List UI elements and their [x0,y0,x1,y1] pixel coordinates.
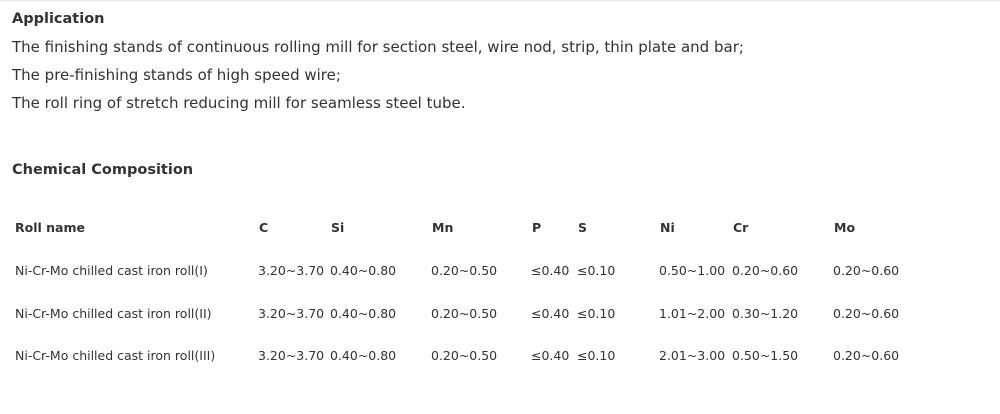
table-cell: 0.20~0.50 [431,305,498,321]
table-cell: 0.20~0.50 [431,263,498,278]
table-cell: 3.20~3.70 [258,305,325,321]
table-cell: 0.50~1.50 [732,348,799,363]
table-cell: 3.20~3.70 [258,263,325,278]
divider [0,0,1000,1]
header-cell: Cr [733,220,749,235]
table-cell: ≤0.10 [577,348,616,363]
header-cell: C [259,220,269,235]
header-cell: Si [331,220,345,235]
table-cell: 2.01~3.00 [659,348,726,363]
table-cell: ≤0.40 [531,305,570,321]
table-cell: 0.20~0.60 [833,263,900,278]
table-cell: ≤0.10 [577,305,616,321]
table-cell: Ni-Cr-Mo chilled cast iron roll(III) [15,348,216,363]
section-title: Chemical Composition [12,162,194,178]
text-line: The pre-finishing stands of high speed w… [12,66,341,84]
text-line: The finishing stands of continuous rolli… [12,38,744,56]
header-cell: Roll name [15,220,85,235]
table-cell: 1.01~2.00 [659,305,726,321]
table-cell: 0.40~0.80 [330,305,397,321]
table-cell: ≤0.10 [577,263,616,278]
section-title: Application [12,11,105,27]
table-cell: Ni-Cr-Mo chilled cast iron roll(I) [15,263,208,278]
table-cell: ≤0.40 [531,348,570,363]
table-cell: 0.50~1.00 [659,263,726,278]
table-cell: 0.20~0.60 [833,348,900,363]
table-cell: Ni-Cr-Mo chilled cast iron roll(II) [15,305,212,321]
table-cell: 3.20~3.70 [258,348,325,363]
header-cell: Mn [432,220,454,235]
table-cell: ≤0.40 [531,263,570,278]
table-cell: 0.40~0.80 [330,348,397,363]
table-cell: 0.30~1.20 [732,305,799,321]
table-cell: 0.20~0.50 [431,348,498,363]
text-line: The roll ring of stretch reducing mill f… [12,94,466,112]
header-cell: P [532,220,542,235]
table-cell: 0.20~0.60 [833,305,900,321]
header-cell: S [578,220,588,235]
header-cell: Mo [834,220,856,235]
table-cell: 0.40~0.80 [330,263,397,278]
header-cell: Ni [660,220,675,235]
table-cell: 0.20~0.60 [732,263,799,278]
